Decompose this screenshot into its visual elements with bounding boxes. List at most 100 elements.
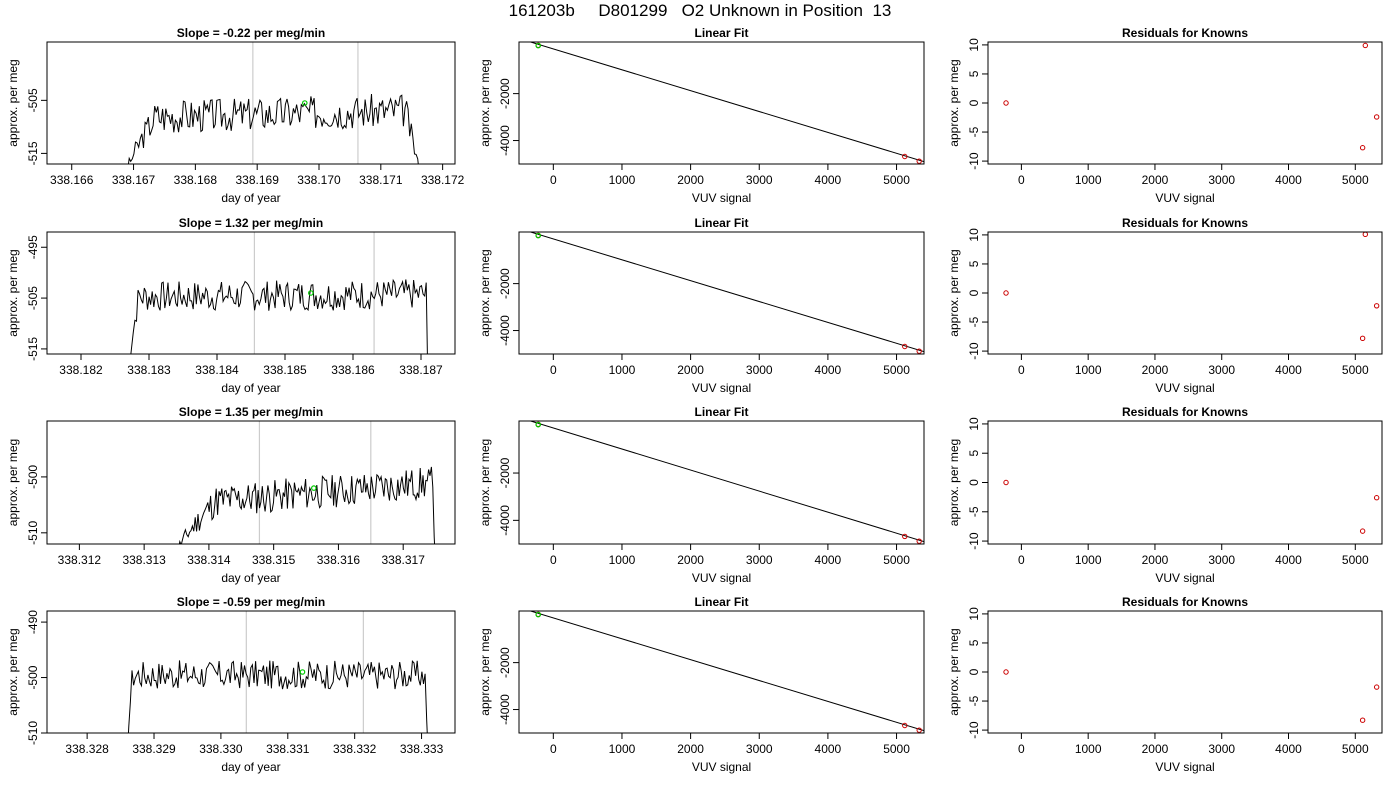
residual-point: [1359, 335, 1366, 342]
x-tick-label: 5000: [883, 173, 910, 187]
x-tick-label: 3000: [746, 742, 773, 756]
x-axis-label: day of year: [221, 191, 280, 205]
y-tick-label: 10: [967, 38, 981, 52]
x-tick-label: 2000: [1142, 553, 1169, 567]
y-axis-label: approx. per meg: [6, 628, 20, 715]
x-tick-label: 338.168: [174, 173, 218, 187]
x-tick-label: 0: [550, 742, 557, 756]
unknown-point: [535, 232, 542, 239]
y-tick-label: -5: [967, 695, 981, 706]
x-axis-label: VUV signal: [692, 191, 751, 205]
x-axis-label: day of year: [221, 381, 280, 395]
unknown-mean-point: [301, 100, 308, 106]
x-tick-label: 338.328: [65, 742, 109, 756]
plot-frame: [987, 420, 1383, 545]
x-tick-label: 338.183: [127, 363, 171, 377]
x-tick-label: 3000: [1208, 742, 1235, 756]
residual-point: [1373, 684, 1380, 690]
x-tick-label: 4000: [1275, 363, 1302, 377]
y-axis-label: approx. per meg: [947, 439, 961, 526]
plot-frame: [987, 610, 1383, 734]
x-tick-label: 5000: [1342, 553, 1369, 567]
x-tick-label: 1000: [609, 553, 636, 567]
x-tick-label: 2000: [1142, 363, 1169, 377]
plot-frame: [46, 420, 456, 545]
y-tick-label: -510: [26, 520, 40, 544]
x-tick-label: 0: [550, 363, 557, 377]
y-tick-label: -2000: [498, 268, 512, 299]
x-tick-label: 1000: [1075, 363, 1102, 377]
y-tick-label: 0: [967, 99, 981, 106]
plot-frame: [518, 420, 925, 545]
chart-panel-3: Residuals for Knowns 0 1000 2000 3000 4000 500…: [947, 26, 1383, 205]
plot-area: [528, 232, 924, 354]
unknown-point: [535, 421, 542, 428]
chart-panel-2: Linear Fit 0 1000 2000 3000 4000 5000 -2000 -400…: [478, 26, 925, 205]
x-tick-label: 5000: [1342, 742, 1369, 756]
known-point: [916, 158, 922, 164]
chart-title: Slope = 1.35 per meg/min: [179, 405, 323, 419]
x-tick-label: 2000: [1142, 742, 1169, 756]
residual-point: [1359, 717, 1366, 723]
y-tick-label: 0: [967, 289, 981, 296]
x-tick-label: 1000: [609, 173, 636, 187]
unknown-point: [535, 42, 542, 49]
plot-area: [1003, 479, 1380, 534]
x-tick-label: 338.332: [333, 742, 377, 756]
chart-panel-10: Slope = -0.59 per meg/min 338.328 338.329 3…: [6, 595, 456, 774]
y-axis-label: approx. per meg: [947, 249, 961, 336]
x-tick-label: 338.331: [266, 742, 310, 756]
x-tick-label: 338.186: [331, 363, 375, 377]
chart-panel-4: Slope = 1.32 per meg/min 338.182 338.183 33…: [6, 216, 456, 395]
x-tick-label: 2000: [677, 363, 704, 377]
y-axis-label: approx. per meg: [478, 59, 492, 146]
y-tick-label: -10: [967, 342, 981, 360]
plot-frame: [46, 231, 456, 355]
fit-line: [528, 232, 924, 353]
y-tick-label: -5: [967, 506, 981, 517]
x-tick-label: 0: [1018, 553, 1025, 567]
residual-point: [1359, 145, 1366, 151]
y-tick-label: -490: [26, 610, 40, 634]
x-tick-label: 3000: [746, 553, 773, 567]
residual-point: [1003, 479, 1009, 486]
x-tick-label: 1000: [1075, 742, 1102, 756]
x-tick-label: 1000: [1075, 553, 1102, 567]
x-tick-label: 2000: [677, 553, 704, 567]
chart-title: Residuals for Knowns: [1122, 26, 1248, 40]
x-tick-label: 3000: [1208, 553, 1235, 567]
y-tick-label: -505: [26, 286, 40, 310]
x-tick-label: 338.184: [195, 363, 239, 377]
x-axis-label: VUV signal: [1155, 760, 1214, 774]
y-tick-label: -2000: [498, 647, 512, 678]
known-point: [916, 538, 922, 544]
y-tick-label: -505: [26, 88, 40, 112]
known-point: [902, 533, 908, 540]
unknown-point: [535, 611, 542, 618]
y-tick-label: -4000: [498, 694, 512, 725]
y-axis-label: approx. per meg: [947, 628, 961, 715]
plot-area: [130, 232, 428, 354]
plot-area: [127, 42, 419, 164]
x-tick-label: 338.316: [317, 553, 361, 567]
chart-panel-1: Slope = -0.22 per meg/min 338.166 338.167 3…: [6, 26, 465, 205]
y-axis-label: approx. per meg: [478, 439, 492, 526]
y-tick-label: -4000: [498, 315, 512, 346]
chart-panel-6: Residuals for Knowns 0 1000 2000 3000 4000 500…: [947, 216, 1383, 395]
x-tick-label: 2000: [677, 173, 704, 187]
y-tick-label: 5: [967, 450, 981, 457]
plot-frame: [46, 610, 456, 734]
unknown-mean-point: [311, 485, 317, 491]
residual-point: [1373, 495, 1380, 501]
chart-title: Linear Fit: [694, 26, 748, 40]
known-point: [902, 153, 908, 160]
plot-area: [1003, 42, 1380, 151]
x-tick-label: 5000: [1342, 363, 1369, 377]
x-tick-label: 338.314: [187, 553, 231, 567]
x-tick-label: 338.185: [263, 363, 307, 377]
plot-area: [1003, 669, 1380, 723]
chart-title: Slope = -0.22 per meg/min: [177, 26, 325, 40]
y-tick-label: -5: [967, 126, 981, 137]
x-axis-label: day of year: [221, 571, 280, 585]
x-tick-label: 1000: [1075, 173, 1102, 187]
